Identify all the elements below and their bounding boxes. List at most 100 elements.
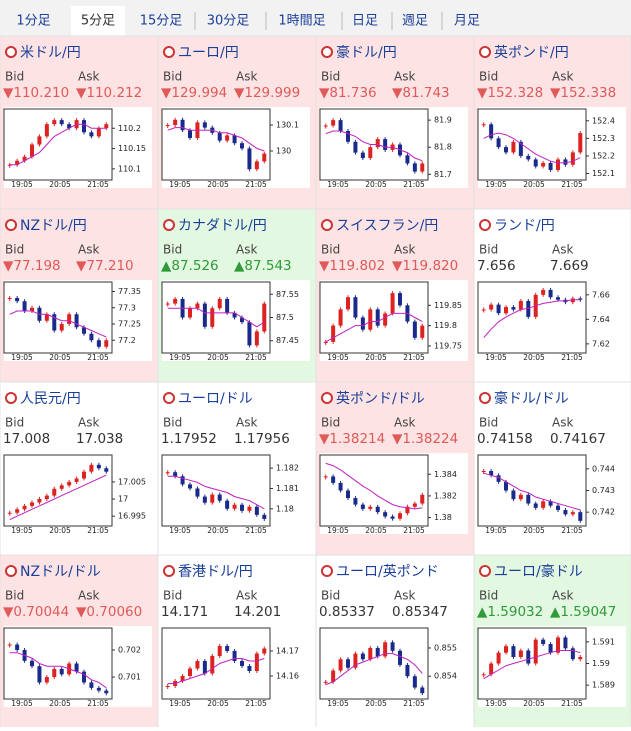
ask-price: ▲87.543: [234, 258, 292, 274]
candle: [398, 513, 402, 519]
y-tick-label: 152.1: [592, 169, 615, 178]
candle: [59, 120, 64, 125]
moving-average: [483, 650, 581, 680]
x-tick-label: 21:05: [87, 353, 109, 362]
pair-name[interactable]: ランド/円: [494, 218, 555, 234]
candle: [570, 648, 575, 660]
bid-label: Bid: [479, 589, 498, 603]
candle: [240, 143, 244, 149]
candle: [165, 686, 170, 687]
tab[interactable]: 5分足: [81, 14, 115, 29]
candle: [504, 307, 508, 314]
y-tick-label: 1.384: [434, 470, 457, 479]
x-tick-label: 20:05: [207, 353, 229, 362]
bid-label: Bid: [479, 70, 498, 84]
y-tick-label: 77.3: [118, 303, 136, 312]
y-tick-label: 87.55: [276, 290, 299, 299]
candle: [74, 663, 79, 672]
candle: [262, 303, 267, 332]
candle: [338, 309, 343, 326]
tab[interactable]: 1分足: [16, 14, 50, 29]
chart-frame: [3, 454, 113, 527]
ask-label: Ask: [236, 243, 257, 257]
pair-name[interactable]: スイスフラン/円: [336, 218, 438, 234]
candle: [353, 141, 358, 153]
bid-price: ▼129.994: [161, 85, 227, 101]
pair-name[interactable]: 豪ドル/ドル: [494, 391, 569, 407]
y-tick-label: 119.85: [434, 301, 462, 310]
flag-icon: [479, 565, 491, 577]
tab[interactable]: 月足: [454, 14, 480, 29]
candle: [104, 340, 109, 347]
pair-name[interactable]: NZドル/円: [20, 218, 87, 234]
pair-name[interactable]: 米ドル/円: [20, 45, 81, 61]
candle: [556, 159, 560, 170]
candle: [254, 506, 259, 515]
candle: [22, 505, 27, 510]
tab[interactable]: 30分足: [207, 14, 250, 29]
bid-price: ▼119.802: [319, 258, 385, 274]
candle: [489, 304, 494, 310]
candle: [89, 132, 94, 137]
moving-average: [325, 462, 423, 510]
candle: [338, 120, 343, 131]
chart-frame: [477, 108, 587, 181]
pair-name[interactable]: 英ポンド/ドル: [336, 390, 425, 407]
candle: [383, 642, 388, 657]
ask-label: Ask: [552, 70, 573, 84]
ask-label: Ask: [78, 589, 99, 603]
x-tick-label: 19:05: [327, 353, 349, 362]
tab[interactable]: 15分足: [140, 14, 183, 29]
candle: [30, 660, 34, 667]
pair-name[interactable]: ユーロ/円: [178, 45, 239, 61]
candle: [331, 120, 336, 126]
y-tick-label: 1.59: [592, 659, 610, 668]
candle: [30, 307, 34, 311]
pair-name[interactable]: 英ポンド/円: [494, 44, 569, 61]
candle: [375, 647, 380, 657]
candle: [225, 298, 230, 313]
bid-label: Bid: [5, 416, 24, 430]
tab[interactable]: 日足: [352, 14, 378, 29]
candle: [504, 646, 508, 653]
candle: [44, 314, 49, 321]
bid-price: ▼1.38214: [319, 431, 385, 447]
chart-bg: [320, 453, 468, 534]
candle: [405, 506, 410, 514]
y-tick-label: 7.66: [592, 290, 610, 299]
candle: [526, 300, 531, 317]
moving-average: [325, 653, 423, 686]
chart-bg: [162, 280, 310, 361]
bid-price: 0.85337: [319, 604, 375, 620]
chart-frame: [3, 281, 113, 354]
tab[interactable]: 1時間足: [278, 14, 325, 29]
candle: [375, 139, 380, 148]
pair-name[interactable]: 人民元/円: [20, 391, 81, 407]
x-tick-label: 21:05: [245, 699, 267, 708]
y-tick-label: 119.75: [434, 341, 462, 350]
candle: [232, 312, 237, 318]
y-tick-label: 1.382: [434, 491, 457, 500]
candle: [346, 297, 350, 310]
pair-name[interactable]: 香港ドル/円: [178, 564, 253, 580]
x-tick-label: 19:05: [485, 699, 507, 708]
pair-name[interactable]: カナダドル/円: [178, 218, 267, 234]
pair-name[interactable]: 豪ドル/円: [336, 45, 397, 61]
moving-average: [167, 127, 265, 152]
candle: [195, 303, 200, 309]
tab[interactable]: 週足: [402, 14, 428, 29]
candle: [489, 124, 494, 139]
candle: [360, 152, 365, 159]
flag-icon: [5, 392, 17, 404]
moving-average: [167, 307, 265, 328]
candle: [526, 494, 531, 504]
candle: [217, 298, 222, 309]
ask-price: 1.17956: [234, 431, 290, 447]
x-tick-label: 20:05: [207, 180, 229, 189]
pair-name[interactable]: ユーロ/英ポンド: [336, 563, 439, 580]
candle: [240, 504, 244, 511]
pair-name[interactable]: NZドル/ドル: [20, 564, 101, 580]
flag-icon: [479, 392, 491, 404]
pair-name[interactable]: ユーロ/ドル: [178, 391, 253, 407]
pair-name[interactable]: ユーロ/豪ドル: [494, 564, 583, 580]
